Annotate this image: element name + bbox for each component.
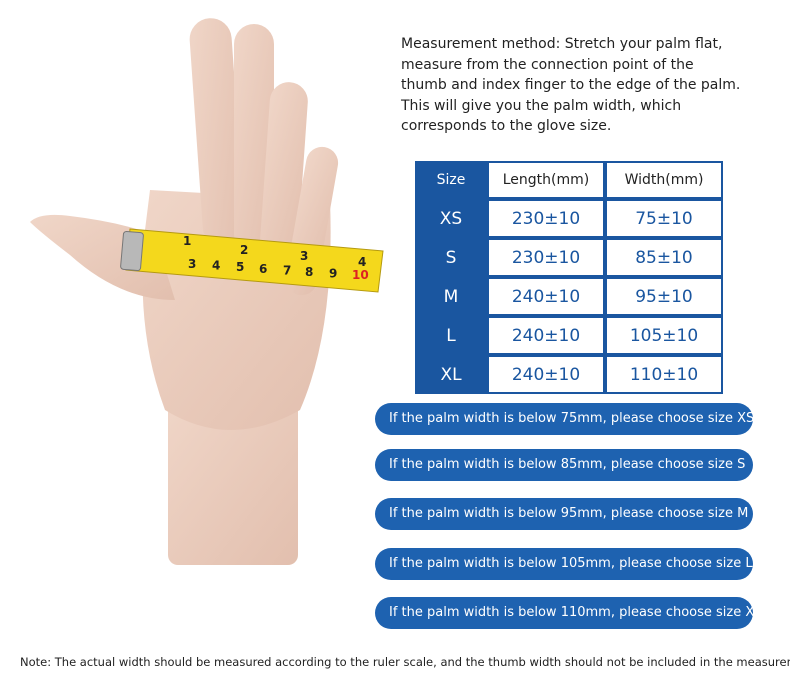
header-cell: Size	[415, 161, 487, 199]
cell: 95±10	[605, 277, 723, 316]
ruler-inch: 1	[183, 234, 191, 248]
cell: 85±10	[605, 238, 723, 277]
ruler-cm: 4	[212, 259, 220, 273]
ruler-cm: 5	[236, 260, 244, 274]
ruler-cm: 3	[188, 257, 196, 271]
ruler-clip	[120, 230, 144, 272]
cell: M	[415, 277, 487, 316]
ruler-cm: 7	[283, 263, 291, 277]
cell: L	[415, 316, 487, 355]
tip-pill: If the palm width is below 95mm, please …	[375, 498, 753, 530]
header-cell: Width(mm)	[605, 161, 723, 199]
row: XL 240±10 110±10	[415, 355, 723, 394]
row: L 240±10 105±10	[415, 316, 723, 355]
instruction-line: This will give you the palm width, which	[401, 97, 682, 114]
hand-photo: 1 2 3 4 3 4 5 6 7 8 9 10	[30, 18, 384, 565]
instruction-line: corresponds to the glove size.	[401, 118, 612, 134]
row: S 230±10 85±10	[415, 238, 723, 277]
cell: XL	[415, 355, 487, 394]
ruler-inch: 2	[240, 243, 248, 257]
tip-pill: If the palm width is below 75mm, please …	[375, 403, 754, 435]
ruler-cm: 9	[329, 267, 337, 281]
header-cell: Length(mm)	[487, 161, 605, 199]
cell: XS	[415, 199, 487, 238]
row: XS 230±10 75±10	[415, 199, 723, 238]
ruler-cm: 6	[259, 262, 267, 276]
cell: 230±10	[487, 199, 605, 238]
cell: 240±10	[487, 316, 605, 355]
row: M 240±10 95±10	[415, 277, 723, 316]
tip-pill: If the palm width is below 110mm, please…	[375, 597, 762, 629]
cell: 240±10	[487, 277, 605, 316]
instruction-line: measure from the connection point of the	[401, 56, 694, 73]
note: Note: The actual width should be measure…	[20, 655, 790, 669]
ruler-cm: 10	[352, 268, 369, 282]
instruction-line: thumb and index finger to the edge of th…	[401, 77, 741, 93]
cell: 105±10	[605, 316, 723, 355]
cell: 110±10	[605, 355, 723, 394]
hand	[30, 18, 339, 565]
size-table: Size Length(mm) Width(mm) XS 230±10 75±10 S 230…	[415, 161, 723, 394]
cell: S	[415, 238, 487, 277]
tip-pill: If the palm width is below 85mm, please …	[375, 449, 753, 481]
instructions: Measurement method: Stretch your palm fl…	[401, 34, 740, 137]
cell: 240±10	[487, 355, 605, 394]
cell: 75±10	[605, 199, 723, 238]
instruction-line: Measurement method: Stretch your palm fl…	[401, 36, 723, 52]
ruler-inch: 4	[358, 255, 366, 269]
ruler-cm: 8	[305, 265, 313, 279]
ruler-inch: 3	[300, 249, 308, 263]
tip-pill: If the palm width is below 105mm, please…	[375, 548, 753, 580]
cell: 230±10	[487, 238, 605, 277]
header-row: Size Length(mm) Width(mm)	[415, 161, 723, 199]
